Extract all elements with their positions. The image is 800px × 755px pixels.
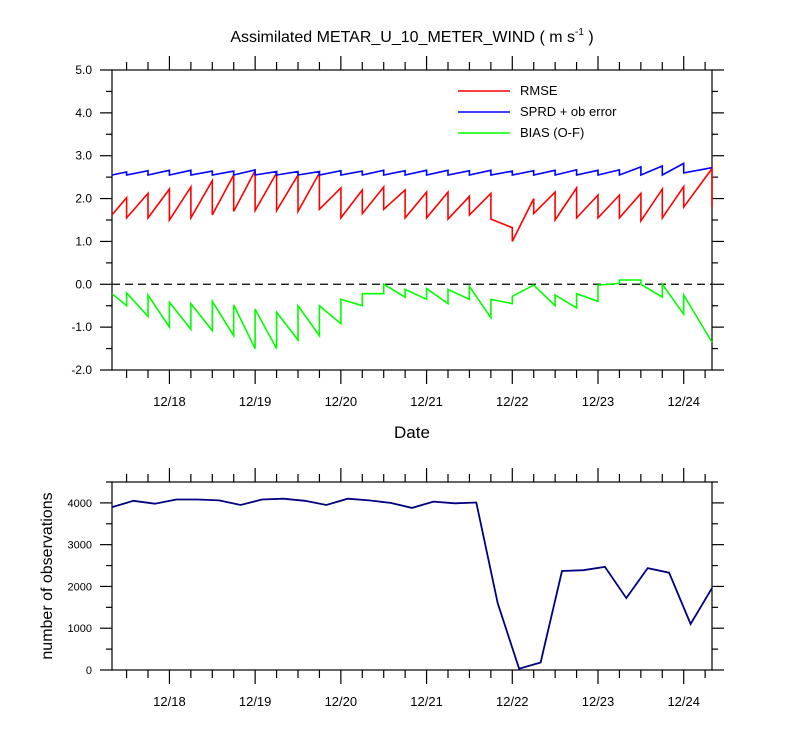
- y-tick-label: 2.0: [75, 192, 92, 206]
- series-sprd-ob-error: [111, 162, 713, 177]
- x-tick-label: 12/23: [582, 694, 615, 709]
- bottom-y-tick-labels: 4000 3000 2000 1000 0: [68, 498, 92, 677]
- top-x-ticks: [125, 56, 706, 384]
- legend-label-rmse: RMSE: [520, 83, 558, 98]
- top-plot-frame: [111, 69, 713, 371]
- top-x-tick-labels: 12/18 12/19 12/20 12/21 12/22 12/23 12/24: [153, 394, 700, 409]
- chart-title-main: Assimilated METAR_U_10_METER_WIND ( m s: [230, 29, 575, 46]
- series-number-of-observations: [111, 497, 713, 670]
- legend: RMSE SPRD + ob error BIAS (O-F): [458, 83, 617, 140]
- y-tick-label: 2000: [68, 581, 92, 593]
- bottom-plot-frame: [111, 481, 713, 671]
- series-rmse: [111, 166, 713, 242]
- bottom-x-ticks: [125, 468, 706, 684]
- x-tick-label: 12/18: [153, 394, 186, 409]
- x-tick-label: 12/19: [239, 694, 272, 709]
- x-tick-label: 12/21: [410, 694, 443, 709]
- y-tick-label: 1000: [68, 623, 92, 635]
- y-axis-label-observations: number of observations: [39, 492, 56, 659]
- x-tick-label: 12/24: [667, 694, 700, 709]
- y-tick-label: 4000: [68, 498, 92, 510]
- y-tick-label: 0.0: [75, 277, 92, 291]
- x-tick-label: 12/22: [496, 394, 529, 409]
- y-tick-label: 0: [86, 665, 92, 677]
- legend-label-bias: BIAS (O-F): [520, 125, 584, 140]
- x-tick-label: 12/24: [667, 394, 700, 409]
- top-series-group: [111, 162, 713, 349]
- x-tick-label: 12/21: [410, 394, 443, 409]
- x-tick-label: 12/22: [496, 694, 529, 709]
- y-tick-label: -2.0: [71, 363, 92, 377]
- y-tick-label: 4.0: [75, 106, 92, 120]
- chart-title: Assimilated METAR_U_10_METER_WIND ( m s-…: [230, 27, 593, 46]
- top-y-tick-labels: 5.0 4.0 3.0 2.0 1.0 0.0 -1.0 -2.0: [71, 63, 92, 377]
- y-tick-label: 1.0: [75, 234, 92, 248]
- bottom-plot-panel: 12/18 12/19 12/20 12/21 12/22 12/23 12/24 4000…: [39, 468, 724, 709]
- y-tick-label: 3.0: [75, 149, 92, 163]
- y-tick-label: -1.0: [71, 320, 92, 334]
- bottom-x-tick-labels: 12/18 12/19 12/20 12/21 12/22 12/23 12/24: [153, 694, 700, 709]
- x-axis-label: Date: [394, 423, 430, 442]
- x-tick-label: 12/20: [325, 694, 358, 709]
- top-plot-panel: 12/18 12/19 12/20 12/21 12/22 12/23 12/24 5.0 4…: [71, 56, 724, 442]
- y-tick-label: 3000: [68, 540, 92, 552]
- chart-title-exponent: -1: [575, 27, 584, 38]
- bottom-y-ticks: [100, 481, 724, 671]
- top-y-ticks: [100, 69, 724, 371]
- x-tick-label: 12/19: [239, 394, 272, 409]
- series-bias-o-f: [111, 279, 713, 349]
- bottom-series-group: [111, 497, 713, 670]
- x-tick-label: 12/18: [153, 694, 186, 709]
- chart-title-suffix: ): [584, 29, 594, 46]
- x-tick-label: 12/20: [325, 394, 358, 409]
- x-tick-label: 12/23: [582, 394, 615, 409]
- legend-label-sprd: SPRD + ob error: [520, 104, 617, 119]
- y-tick-label: 5.0: [75, 63, 92, 77]
